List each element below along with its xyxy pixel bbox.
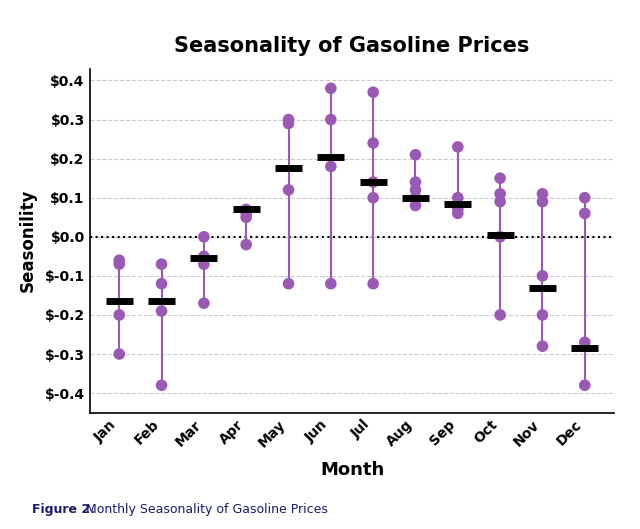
Point bbox=[199, 260, 209, 268]
Point bbox=[580, 209, 590, 217]
Point bbox=[199, 299, 209, 307]
Point bbox=[538, 311, 548, 319]
Point bbox=[410, 186, 420, 194]
Point bbox=[241, 209, 252, 217]
Point bbox=[580, 381, 590, 389]
Point bbox=[114, 350, 124, 358]
Text: Monthly Seasonality of Gasoline Prices: Monthly Seasonality of Gasoline Prices bbox=[78, 503, 328, 516]
Point bbox=[199, 233, 209, 241]
Point bbox=[156, 307, 166, 315]
Point bbox=[199, 252, 209, 261]
Point bbox=[156, 381, 166, 389]
Point bbox=[114, 256, 124, 264]
Point bbox=[452, 143, 463, 151]
Text: Figure 2.: Figure 2. bbox=[32, 503, 95, 516]
Title: Seasonality of Gasoline Prices: Seasonality of Gasoline Prices bbox=[174, 36, 530, 56]
Point bbox=[495, 197, 505, 206]
Point bbox=[495, 189, 505, 198]
Point bbox=[156, 279, 166, 288]
Point bbox=[326, 84, 336, 93]
Point bbox=[452, 209, 463, 217]
Point bbox=[284, 115, 294, 124]
Point bbox=[410, 178, 420, 186]
Point bbox=[538, 197, 548, 206]
Point bbox=[368, 88, 378, 96]
Point bbox=[580, 338, 590, 346]
Point bbox=[284, 119, 294, 127]
Point bbox=[241, 240, 252, 249]
Point bbox=[410, 150, 420, 159]
X-axis label: Month: Month bbox=[320, 461, 384, 479]
Point bbox=[326, 279, 336, 288]
Y-axis label: Seasonility: Seasonility bbox=[19, 189, 36, 293]
Point bbox=[156, 260, 166, 268]
Point bbox=[452, 205, 463, 214]
Point bbox=[580, 194, 590, 202]
Point bbox=[114, 311, 124, 319]
Point bbox=[114, 260, 124, 268]
Point bbox=[241, 213, 252, 222]
Point bbox=[326, 162, 336, 171]
Point bbox=[410, 194, 420, 202]
Point bbox=[410, 202, 420, 210]
Point bbox=[495, 233, 505, 241]
Point bbox=[284, 186, 294, 194]
Point bbox=[368, 178, 378, 186]
Point bbox=[495, 174, 505, 183]
Point bbox=[495, 311, 505, 319]
Point bbox=[368, 194, 378, 202]
Point bbox=[368, 139, 378, 147]
Point bbox=[368, 279, 378, 288]
Point bbox=[326, 115, 336, 124]
Point bbox=[538, 342, 548, 350]
Point bbox=[241, 205, 252, 214]
Point bbox=[538, 271, 548, 280]
Point bbox=[452, 194, 463, 202]
Point bbox=[538, 189, 548, 198]
Point bbox=[284, 279, 294, 288]
Point bbox=[452, 202, 463, 210]
